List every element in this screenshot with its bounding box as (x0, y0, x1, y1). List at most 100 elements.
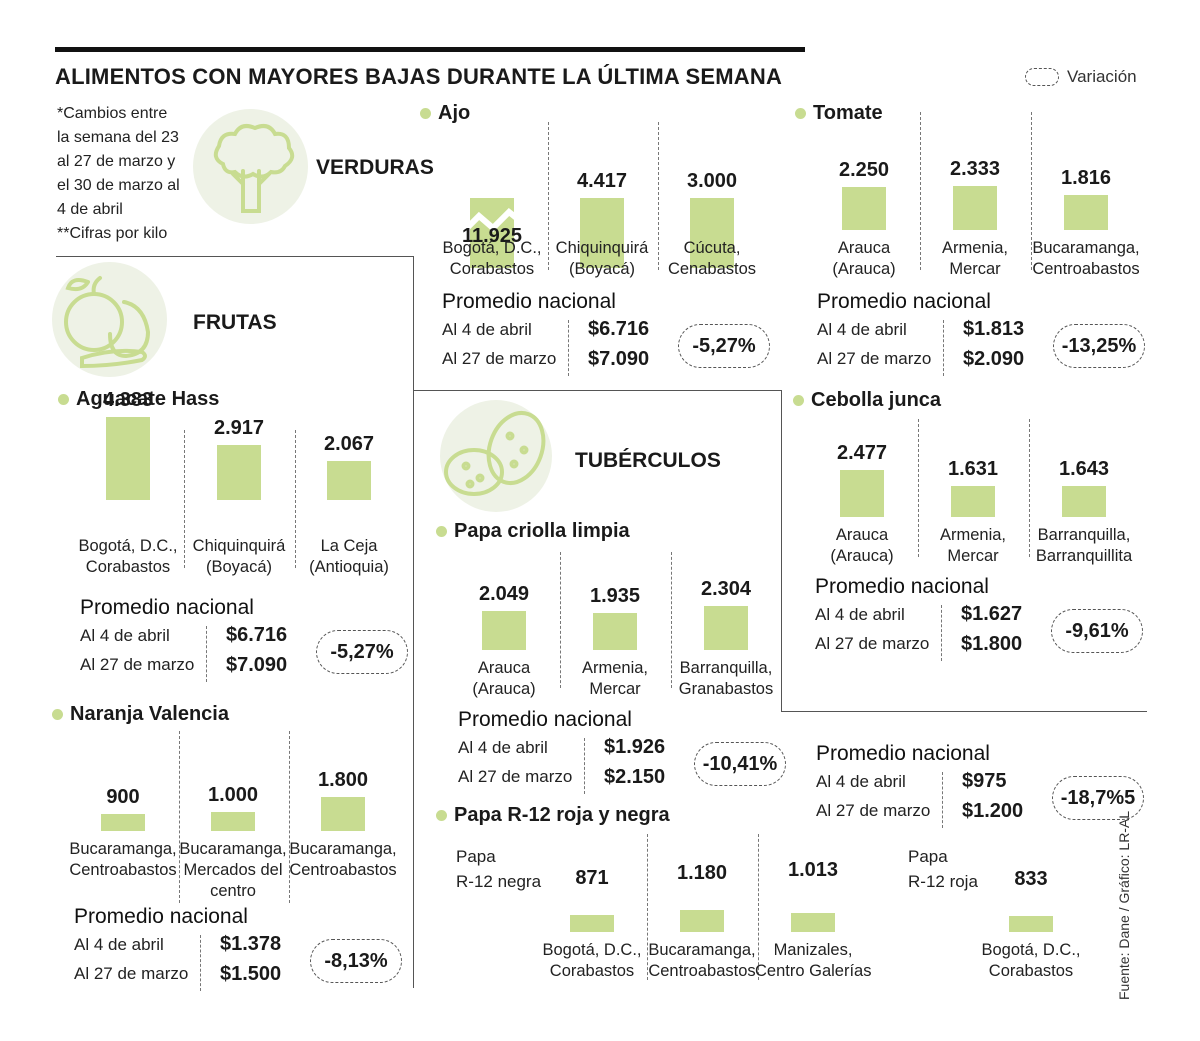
city-label: Barranquilla, Barranquillita (1028, 525, 1140, 567)
frame-line (413, 256, 414, 988)
bar (680, 909, 724, 932)
group-label-line: Papa (456, 847, 496, 866)
city-label-line: Cúcuta, (683, 239, 741, 257)
price-prev: $1.800 (961, 633, 1023, 655)
column-divider (289, 731, 290, 903)
city-label-line: Armenia, (941, 239, 1009, 257)
city-label-line: Centroabastos (648, 962, 756, 980)
bar (840, 469, 884, 517)
city-label: Armenia, Mercar (559, 658, 671, 700)
promedio-divider (568, 320, 569, 376)
broccoli-icon (193, 109, 308, 224)
city-label-line: Bogotá, D.C., (542, 941, 642, 959)
date-prev-label: Al 27 de marzo (816, 801, 931, 820)
bar (321, 796, 365, 831)
value-label: 2.304 (700, 578, 752, 601)
city-label: Arauca (Arauca) (448, 658, 560, 700)
city-label-line: Mercados del (183, 861, 283, 879)
city-label: La Ceja (Antioquia) (293, 536, 405, 578)
city-label-line: Mercar (949, 260, 1001, 278)
value-label: 1.180 (676, 861, 728, 884)
column-divider (179, 731, 180, 903)
column-divider (560, 552, 561, 688)
value-label: 3.000 (686, 170, 738, 192)
promedio-heading: Promedio nacional (816, 742, 990, 765)
note-line: al 27 de marzo y (57, 153, 176, 170)
value-label: 11.925 (461, 225, 523, 247)
bullet-dot (420, 108, 431, 119)
bar (211, 812, 255, 831)
city-label-line: Arauca (477, 659, 531, 677)
bullet-dot (58, 394, 69, 405)
date-now-label: Al 4 de abril (816, 772, 906, 791)
date-prev-label: Al 27 de marzo (442, 349, 557, 368)
tomate-chart: Tomate 2.250 Arauca (Arauca) 2.333 Armenia, Me… (795, 102, 1150, 382)
city-label: Bogotá, D.C., Corabastos (436, 238, 548, 280)
product-title-text: Ajo (438, 102, 471, 124)
product-title-text: Naranja Valencia (70, 703, 229, 725)
promedio-heading: Promedio nacional (442, 290, 616, 313)
column-divider (295, 430, 296, 568)
price-prev: $1.200 (962, 800, 1024, 822)
city-label-line: (Arauca) (832, 260, 896, 278)
promedio-divider (206, 626, 207, 682)
bar (217, 444, 261, 500)
product-title: Cebolla junca (793, 389, 941, 412)
value-label: 1.631 (947, 458, 999, 480)
value-label: 1.935 (589, 585, 641, 608)
city-label-line: Arauca (835, 526, 889, 544)
column-divider (671, 552, 672, 688)
date-now-label: Al 4 de abril (74, 935, 164, 954)
column-divider (918, 419, 919, 557)
bar (842, 187, 886, 230)
variation-legend-swatch (1025, 68, 1059, 86)
city-label-line: (Boyacá) (205, 558, 273, 576)
value-label: 2.049 (478, 583, 530, 606)
promedio-divider (943, 320, 944, 376)
note-line: *Cambios entre (57, 105, 168, 122)
city-label: Bucaramanga, Centroabastos (287, 839, 399, 881)
group-label-line: R-12 roja (908, 872, 978, 891)
city-label-line: Bucaramanga, (179, 840, 287, 858)
city-label: Arauca (Arauca) (806, 525, 918, 567)
fruits-icon (52, 262, 167, 377)
city-label-line: Chiquinquirá (555, 239, 649, 257)
price-now: $975 (962, 770, 1007, 792)
value-label: 1.000 (207, 784, 259, 806)
city-label-line: Bucaramanga, (69, 840, 177, 858)
frame-line (781, 390, 782, 711)
city-label-line: Corabastos (85, 558, 171, 576)
city-label-line: Barranquillita (1035, 547, 1133, 565)
price-now: $1.378 (220, 933, 282, 955)
value-label: 1.013 (787, 858, 839, 881)
column-divider (1031, 112, 1032, 270)
section-verduras: VERDURAS (316, 156, 434, 179)
city-label-line: Armenia, (581, 659, 649, 677)
bar (593, 613, 637, 650)
price-now: $1.627 (961, 603, 1023, 625)
potato-icon (440, 400, 552, 512)
city-label-line: Bogotá, D.C., (442, 239, 542, 257)
city-label-line: Manizales, (773, 941, 853, 959)
column-divider (758, 834, 759, 980)
bar (580, 198, 624, 268)
city-label-line: Barranquilla, (679, 659, 773, 677)
city-label-line: Bucaramanga, (648, 941, 756, 959)
city-label-line: Armenia, (939, 526, 1007, 544)
column-divider (184, 430, 185, 568)
date-now-label: Al 4 de abril (458, 738, 548, 757)
promedio-heading: Promedio nacional (458, 708, 632, 731)
note-line: 4 de abril (57, 201, 123, 218)
city-label-line: (Arauca) (830, 547, 894, 565)
value-label: 2.067 (323, 432, 375, 455)
city-label: Cúcuta, Cenabastos (656, 238, 768, 280)
city-label-line: Bucaramanga, (289, 840, 397, 858)
product-title: Papa criolla limpia (436, 520, 630, 543)
city-label: Bucaramanga, Centroabastos (1030, 238, 1142, 280)
city-label-line: Centroabastos (289, 861, 397, 879)
city-label: Bogotá, D.C., Corabastos (534, 940, 650, 982)
value-label: 2.333 (949, 157, 1001, 180)
product-title-text: Papa criolla limpia (454, 520, 630, 542)
variation-badge: -9,61% (1051, 609, 1143, 653)
price-now: $1.926 (604, 736, 666, 758)
